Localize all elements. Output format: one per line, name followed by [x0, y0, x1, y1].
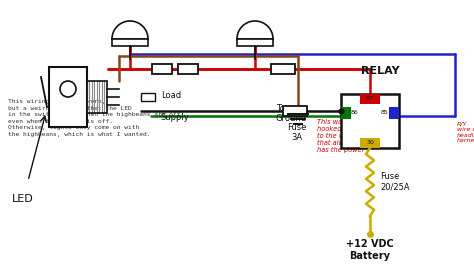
Text: Fuse
3A: Fuse 3A: [287, 123, 307, 142]
Text: 30: 30: [366, 140, 374, 144]
Text: This wiring seems to work,
but a weird thing is that the LED
in the switch is ON: This wiring seems to work, but a weird t…: [8, 99, 181, 137]
Bar: [152, 64, 172, 74]
Text: R/Y
wire of
headlight
harness: R/Y wire of headlight harness: [457, 121, 474, 143]
Text: 85: 85: [381, 111, 389, 115]
Text: RELAY: RELAY: [361, 66, 399, 76]
Bar: [87, 81, 107, 113]
Bar: [360, 94, 380, 104]
Text: 87: 87: [366, 95, 374, 101]
Bar: [360, 138, 380, 148]
Bar: [112, 39, 148, 46]
Text: Fuse
20/25A: Fuse 20/25A: [380, 172, 410, 192]
Bar: [341, 94, 399, 148]
Text: LED: LED: [12, 194, 34, 204]
Bar: [178, 64, 198, 74]
Bar: [341, 107, 351, 119]
Text: This was
hooked up
to the wire
that always
has the power: This was hooked up to the wire that alwa…: [317, 119, 365, 153]
Bar: [271, 64, 295, 74]
Bar: [389, 107, 399, 119]
Text: Supply: Supply: [161, 113, 190, 122]
Text: +12 VDC
Battery: +12 VDC Battery: [346, 239, 394, 261]
Bar: [49, 67, 87, 127]
Bar: [237, 39, 273, 46]
Text: Load: Load: [161, 90, 181, 100]
Bar: [283, 106, 307, 116]
Bar: [141, 93, 155, 101]
Text: To
Ground: To Ground: [276, 104, 307, 123]
Circle shape: [60, 81, 76, 97]
Text: 86: 86: [351, 111, 359, 115]
